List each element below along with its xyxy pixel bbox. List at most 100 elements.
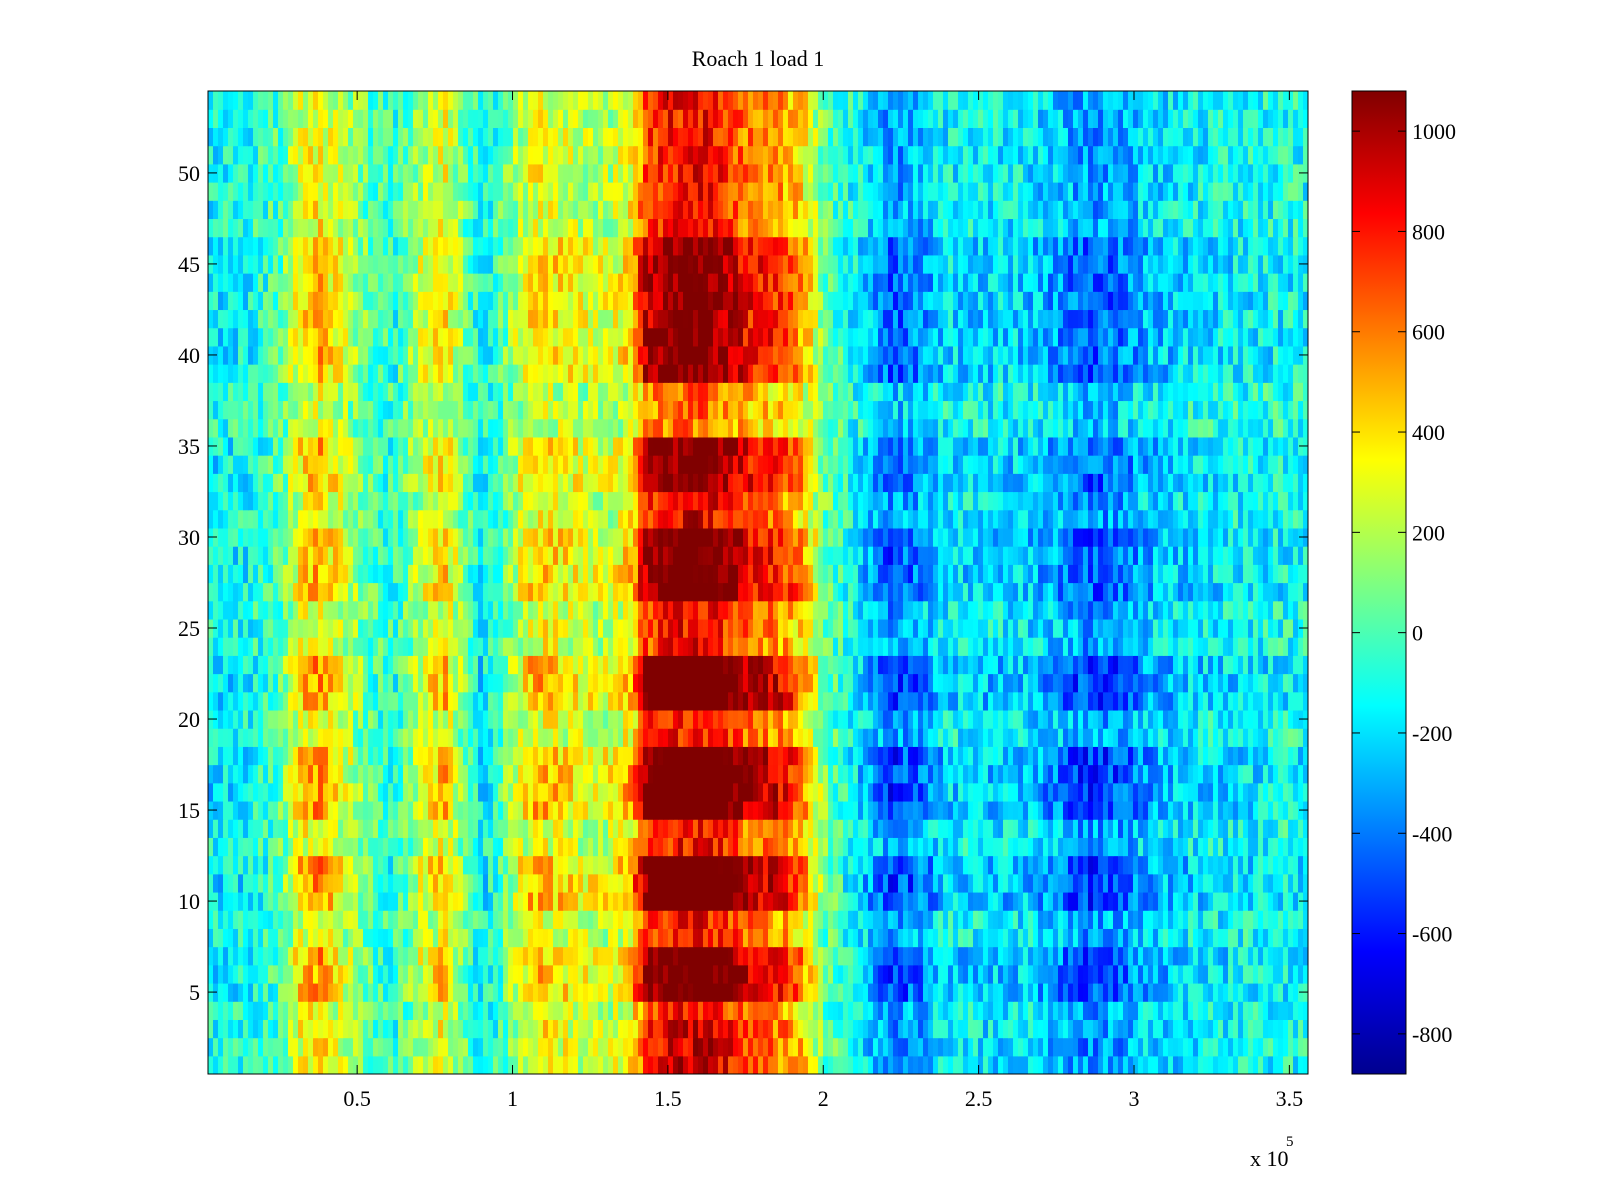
heatmap-cell (1103, 782, 1109, 802)
heatmap-cell (683, 819, 689, 838)
heatmap-cell (438, 709, 444, 729)
heatmap-cell (938, 910, 944, 929)
heatmap-cell (398, 910, 404, 929)
heatmap-cell (928, 746, 934, 766)
heatmap-cell (833, 910, 839, 929)
heatmap-cell (1178, 1055, 1184, 1074)
heatmap-cell (393, 673, 399, 693)
heatmap-cell (553, 873, 559, 893)
heatmap-cell (1258, 764, 1264, 784)
heatmap-cell (1028, 837, 1034, 857)
heatmap-cell (893, 764, 899, 784)
heatmap-cell (1108, 709, 1114, 729)
heatmap-cell (1283, 946, 1289, 966)
heatmap-cell (943, 837, 949, 857)
heatmap-cell (308, 855, 314, 875)
heatmap-cell (418, 1001, 424, 1020)
heatmap-cell (893, 873, 899, 893)
heatmap-cell (413, 982, 419, 1002)
heatmap-cell (918, 709, 924, 729)
heatmap-cell (1028, 910, 1034, 929)
heatmap-cell (1163, 1037, 1169, 1057)
heatmap-cell (868, 964, 874, 984)
heatmap-cell (963, 891, 969, 911)
heatmap-cell (953, 946, 959, 966)
heatmap-cell (478, 1037, 484, 1057)
heatmap-cell (1278, 1001, 1284, 1020)
heatmap-cell (328, 855, 334, 875)
heatmap-cell (1078, 928, 1084, 948)
heatmap-cell (1128, 891, 1134, 911)
heatmap-cell (803, 1019, 809, 1039)
heatmap-cell (993, 819, 999, 838)
heatmap-cell (1278, 1037, 1284, 1057)
heatmap-cell (713, 891, 719, 911)
heatmap-cell (658, 873, 664, 893)
heatmap-cell (1068, 873, 1074, 893)
heatmap-cell (548, 891, 554, 911)
heatmap-cell (618, 946, 624, 966)
heatmap-cell (1158, 782, 1164, 802)
heatmap-cell (243, 746, 249, 766)
heatmap-cell (653, 873, 659, 893)
heatmap-cell (1223, 837, 1229, 857)
heatmap-cell (673, 1055, 679, 1074)
heatmap-cell (1213, 964, 1219, 984)
heatmap-cell (1008, 673, 1014, 693)
heatmap-cell (933, 1019, 939, 1039)
heatmap-cell (283, 1001, 289, 1020)
heatmap-cell (623, 837, 629, 857)
heatmap-cell (1173, 746, 1179, 766)
heatmap-cell (1128, 819, 1134, 838)
heatmap-cell (758, 728, 764, 747)
heatmap-cell (1053, 819, 1059, 838)
heatmap-cell (858, 728, 864, 747)
heatmap-cell (888, 673, 894, 693)
heatmap-cell (223, 819, 229, 838)
heatmap-cell (553, 1001, 559, 1020)
heatmap-cell (1203, 764, 1209, 784)
heatmap-cell (1298, 928, 1304, 948)
heatmap-cell (328, 782, 334, 802)
heatmap-cell (1103, 800, 1109, 820)
heatmap-cell (1258, 928, 1264, 948)
heatmap-cell (1178, 982, 1184, 1002)
heatmap-cell (308, 928, 314, 948)
heatmap-cell (1013, 1055, 1019, 1074)
heatmap-cell (208, 1055, 214, 1074)
heatmap-cell (638, 1037, 644, 1057)
heatmap-cell (913, 873, 919, 893)
heatmap-cell (843, 728, 849, 747)
heatmap-cell (678, 946, 684, 966)
heatmap-cell (313, 1037, 319, 1057)
heatmap-cell (933, 855, 939, 875)
heatmap-cell (363, 1037, 369, 1057)
heatmap-cell (218, 946, 224, 966)
heatmap-cell (323, 800, 329, 820)
heatmap-cell (593, 691, 599, 711)
heatmap-cell (613, 800, 619, 820)
heatmap-cell (343, 964, 349, 984)
heatmap-cell (818, 764, 824, 784)
heatmap-cell (463, 1037, 469, 1057)
heatmap-cell (688, 764, 694, 784)
heatmap-cell (313, 855, 319, 875)
heatmap-cell (1018, 873, 1024, 893)
heatmap-cell (938, 819, 944, 838)
heatmap-cell (918, 764, 924, 784)
heatmap-cell (1048, 873, 1054, 893)
heatmap-cell (378, 819, 384, 838)
heatmap-cell (413, 1055, 419, 1074)
heatmap-cell (383, 691, 389, 711)
heatmap-cell (1233, 1019, 1239, 1039)
heatmap-cell (328, 1055, 334, 1074)
heatmap-cell (628, 873, 634, 893)
heatmap-cell (1113, 746, 1119, 766)
heatmap-cell (1073, 709, 1079, 729)
heatmap-cell (498, 964, 504, 984)
heatmap-cell (1228, 982, 1234, 1002)
heatmap-cell (333, 946, 339, 966)
heatmap-cell (953, 982, 959, 1002)
heatmap-cell (1033, 746, 1039, 766)
heatmap-cell (1118, 709, 1124, 729)
